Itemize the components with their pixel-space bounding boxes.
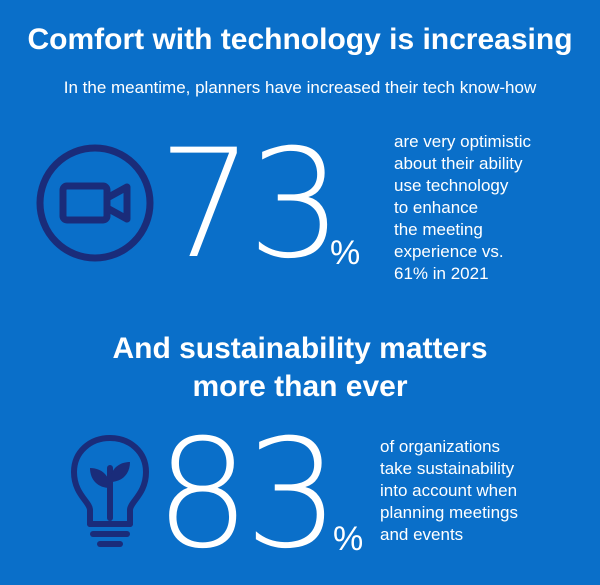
description-line: experience vs. [394,242,504,261]
description-line: are very optimistic [394,132,531,151]
description-line: use technology [394,176,509,195]
description-line: take sustainability [380,459,515,478]
page-title: Comfort with technology is increasing [27,23,573,56]
stat-sustainability-number: 83 [155,408,340,582]
section-heading-line: more than ever [192,370,408,403]
stat-tech-description: are very optimistic about their ability … [394,131,531,285]
description-line: 61% in 2021 [394,264,489,283]
stat-tech-number: 73 [158,118,343,292]
section-heading: And sustainability matters more than eve… [0,330,600,406]
description-line: into account when [380,481,518,500]
description-line: of organizations [380,437,501,456]
section-heading-line: And sustainability matters [112,332,488,365]
description-line: planning meetings [380,503,518,522]
description-line: the meeting [394,220,483,239]
page-subtitle: In the meantime, planners have increased… [63,78,537,97]
lightbulb-plant-icon [71,435,149,547]
description-line: about their ability [394,154,523,173]
stat-sustainability-description: of organizations take sustainability int… [380,436,518,546]
stat-sustainability-percent: % [333,520,364,558]
description-line: and events [380,525,464,544]
stat-tech-percent: % [330,234,361,272]
description-line: to enhance [394,198,479,217]
video-camera-icon [36,144,154,262]
